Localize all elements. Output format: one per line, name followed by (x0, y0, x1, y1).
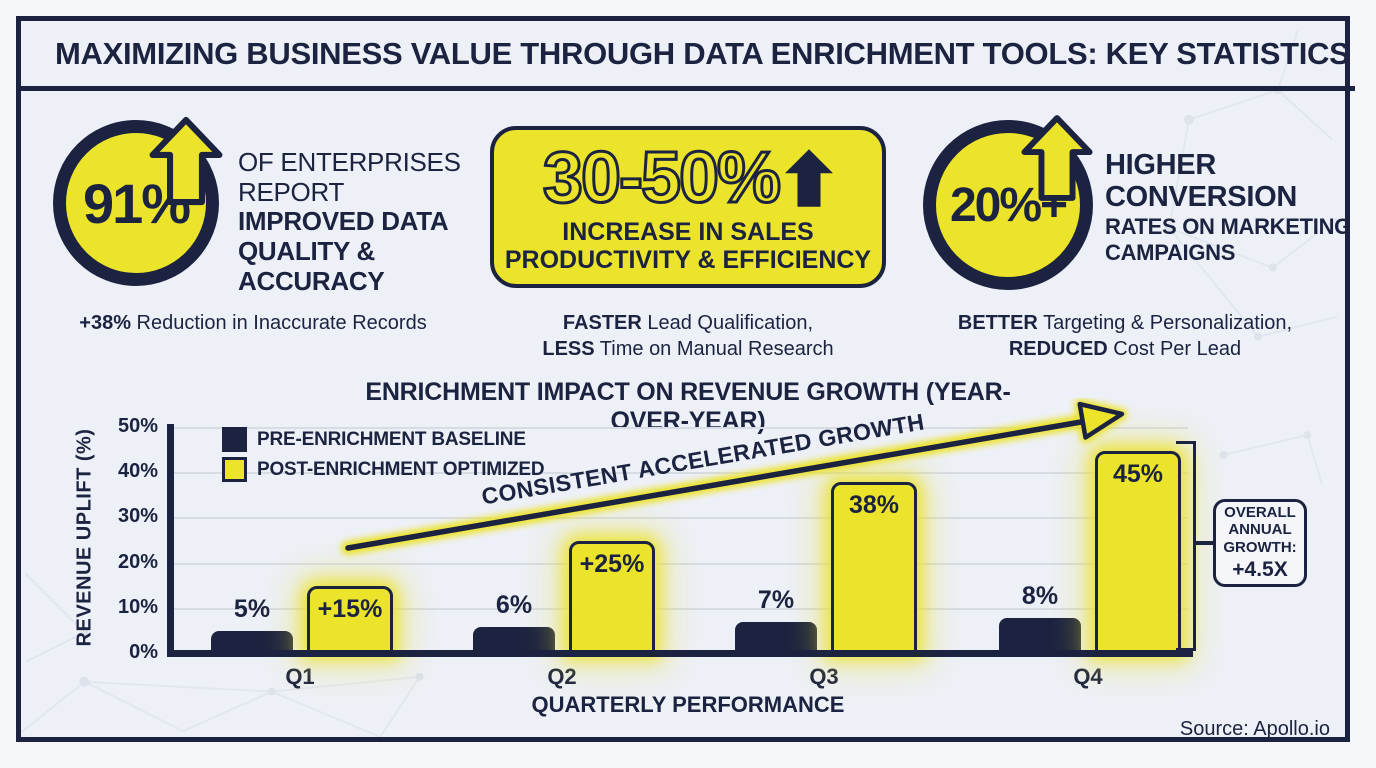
legend-item-pre: PRE-ENRICHMENT BASELINE (222, 427, 544, 452)
up-arrow-icon (785, 149, 834, 207)
stat-headline-bold: IMPROVED DATA QUALITY & ACCURACY (238, 206, 448, 296)
bar-value-label: 7% (757, 586, 795, 614)
gridline (173, 427, 1188, 429)
caption-bold: BETTER (957, 312, 1038, 334)
y-axis-line (167, 424, 174, 657)
caption-bold: REDUCED (1008, 338, 1108, 360)
bar-value-label: 45% (1112, 460, 1164, 488)
gridline (173, 472, 1188, 475)
caption-bold: FASTER (562, 312, 642, 334)
y-tick-label: 20% (117, 550, 158, 573)
up-arrow-icon (149, 116, 223, 206)
annual-growth-callout: OVERALL ANNUAL GROWTH: +4.5X (1213, 499, 1307, 587)
caption-text: Time on Manual Research (594, 338, 834, 360)
stat-caption-91: +38% Reduction in Inaccurate Records (35, 310, 471, 336)
y-tick-label: 30% (117, 505, 158, 528)
x-tick-label: Q4 (1073, 664, 1103, 689)
legend-item-post: POST-ENRICHMENT OPTIMIZED (222, 457, 545, 482)
x-axis-label: QUARTERLY PERFORMANCE (531, 692, 845, 717)
x-axis-line (167, 650, 1193, 657)
bar-q4-pre (999, 618, 1081, 654)
callout-line: GROWTH: (1223, 538, 1297, 556)
up-arrow-icon (1021, 115, 1093, 201)
bar-value-label: +15% (317, 595, 383, 623)
title-bar: MAXIMIZING BUSINESS VALUE THROUGH DATA E… (21, 21, 1355, 91)
bar-q3-pre (735, 622, 817, 654)
legend-label: PRE-ENRICHMENT BASELINE (257, 428, 526, 450)
caption-text: Reduction in Inaccurate Records (131, 312, 427, 334)
stat-headline-91: OF ENTERPRISES REPORT IMPROVED DATA QUAL… (238, 147, 470, 296)
caption-text: Cost Per Lead (1107, 338, 1242, 360)
y-tick-label: 10% (117, 595, 158, 618)
bar-q3-post (831, 482, 917, 654)
page-title: MAXIMIZING BUSINESS VALUE THROUGH DATA E… (55, 35, 1350, 71)
callout-value: +4.5X (1232, 557, 1288, 581)
bar-value-label: 38% (848, 491, 900, 519)
stat-headline-regular: OF ENTERPRISES REPORT (238, 147, 461, 207)
stat-headline-secondary: RATES ON MARKETING CAMPAIGNS (1105, 213, 1351, 266)
x-tick-label: Q3 (809, 664, 839, 689)
stat-box-30-50: 30-50% INCREASE IN SALES PRODUCTIVITY & … (490, 126, 886, 288)
bracket-connector-line (1196, 541, 1214, 545)
stat-value: 30-50% (541, 138, 782, 218)
background-network-decoration (21, 30, 1338, 737)
y-tick-label: 0% (129, 641, 158, 663)
caption-text: Lead Qualification, (641, 312, 814, 334)
bar-q2-pre (473, 627, 555, 654)
bar-value-label: +25% (579, 550, 645, 578)
bar-q1-pre (211, 631, 293, 654)
bar-q4-post (1095, 451, 1181, 654)
legend-swatch-post-enrichment (222, 457, 247, 482)
y-axis-label: REVENUE UPLIFT (%) (73, 428, 96, 647)
bar-value-label: 8% (1021, 582, 1059, 610)
growth-trend-arrow (341, 398, 1128, 555)
bar-value-label: 6% (495, 591, 533, 619)
y-tick-label: 50% (117, 415, 158, 437)
legend-swatch-pre-enrichment (222, 427, 247, 452)
chart-legend: PRE-ENRICHMENT BASELINE POST-ENRICHMENT … (222, 427, 545, 482)
gridline (173, 517, 1188, 520)
stat-headline-30-50: INCREASE IN SALES PRODUCTIVITY & EFFICIE… (504, 218, 872, 274)
annual-growth-bracket (1176, 441, 1196, 651)
x-tick-label: Q1 (285, 664, 315, 689)
chart-title: ENRICHMENT IMPACT ON REVENUE GROWTH (YEA… (365, 378, 1011, 435)
bar-q2-post (569, 541, 655, 654)
gridline (173, 562, 1188, 565)
caption-text: Targeting & Personalization, (1037, 312, 1293, 334)
callout-line: OVERALL (1224, 503, 1296, 521)
y-tick-label: 40% (117, 460, 158, 483)
stat-caption-30-50: FASTER Lead Qualification, LESS Time on … (470, 310, 906, 362)
stat-headline-20: HIGHER CONVERSION RATES ON MARKETING CAM… (1105, 149, 1355, 267)
x-tick-label: Q2 (547, 664, 577, 689)
stat-headline-primary: HIGHER CONVERSION (1105, 149, 1297, 213)
callout-line: ANNUAL (1228, 521, 1292, 539)
source-attribution: Source: Apollo.io (1179, 718, 1330, 740)
caption-bold: LESS (542, 338, 595, 360)
caption-bold: +38% (79, 312, 131, 334)
gridline (173, 607, 1188, 610)
bar-value-label: 5% (233, 595, 271, 623)
legend-label: POST-ENRICHMENT OPTIMIZED (257, 458, 545, 480)
stat-caption-20: BETTER Targeting & Personalization, REDU… (905, 310, 1345, 362)
